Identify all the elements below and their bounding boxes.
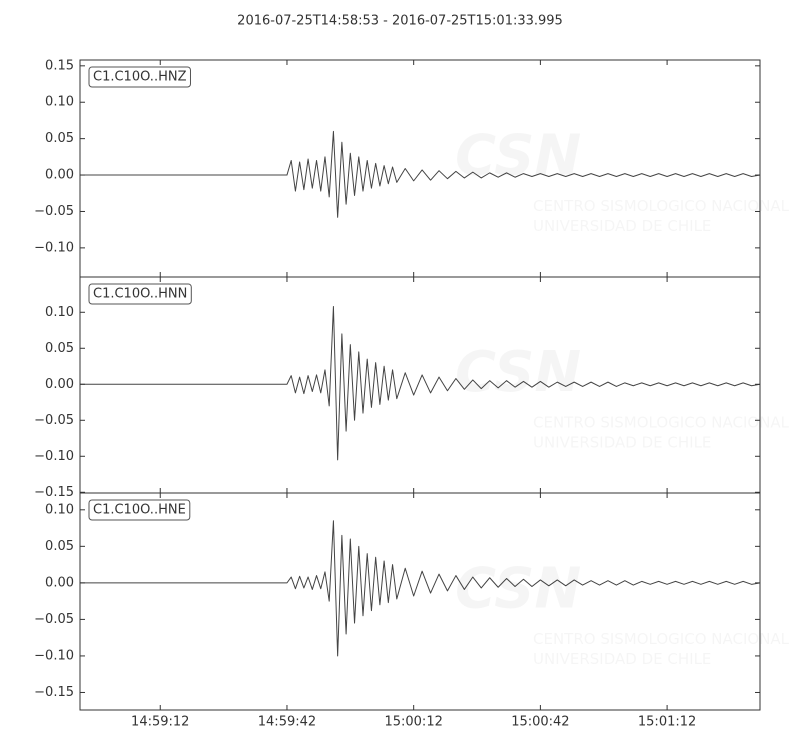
y-tick-label: 0.10 xyxy=(45,305,74,320)
x-tick-label: 15:00:12 xyxy=(384,715,442,730)
y-tick-label: 0.10 xyxy=(45,502,74,517)
watermark-logo: CSN xyxy=(455,340,581,405)
watermark-text: UNIVERSIDAD DE CHILE xyxy=(533,650,711,668)
trace-label: C1.C10O..HNN xyxy=(93,287,187,302)
waveform xyxy=(80,520,761,657)
waveform xyxy=(80,306,761,461)
watermark-text: UNIVERSIDAD DE CHILE xyxy=(533,217,711,235)
trace-label-box xyxy=(88,283,192,305)
x-tick-label: 15:01:12 xyxy=(638,715,696,730)
panel-frame xyxy=(79,492,761,711)
watermark-text: CENTRO SISMOLOGICO NACIONAL xyxy=(533,413,790,431)
trace-label-box xyxy=(88,499,191,521)
y-tick-label: −0.10 xyxy=(34,240,74,255)
y-tick-label: 0.10 xyxy=(45,95,74,110)
watermark-text: CENTRO SISMOLOGICO NACIONAL xyxy=(533,197,790,215)
y-tick-label: −0.10 xyxy=(34,449,74,464)
y-tick-label: −0.15 xyxy=(34,685,74,700)
y-tick-label: −0.05 xyxy=(34,204,74,219)
y-tick-label: −0.10 xyxy=(34,648,74,663)
y-tick-label: −0.05 xyxy=(34,612,74,627)
y-tick-label: 0.00 xyxy=(45,575,74,590)
watermark-text: UNIVERSIDAD DE CHILE xyxy=(533,433,711,451)
y-tick-label: 0.00 xyxy=(45,168,74,183)
y-tick-label: 0.05 xyxy=(45,341,74,356)
trace-label-box xyxy=(88,66,191,88)
trace-label: C1.C10O..HNZ xyxy=(93,70,187,85)
watermark-logo: CSN xyxy=(455,123,581,188)
y-tick-label: 0.05 xyxy=(45,539,74,554)
trace-label: C1.C10O..HNE xyxy=(93,503,186,518)
x-tick-label: 14:59:12 xyxy=(131,715,189,730)
chart-title: 2016-07-25T14:58:53 - 2016-07-25T15:01:3… xyxy=(237,14,563,29)
watermark-text: CENTRO SISMOLOGICO NACIONAL xyxy=(533,630,790,648)
y-tick-label: 0.00 xyxy=(45,377,74,392)
waveform xyxy=(80,130,761,218)
y-tick-label: −0.05 xyxy=(34,413,74,428)
watermark-logo: CSN xyxy=(455,556,581,621)
y-tick-label: −0.15 xyxy=(34,485,74,500)
y-tick-label: 0.05 xyxy=(45,131,74,146)
x-tick-label: 15:00:42 xyxy=(511,715,569,730)
y-tick-label: 0.15 xyxy=(45,58,74,73)
x-tick-label: 14:59:42 xyxy=(258,715,316,730)
